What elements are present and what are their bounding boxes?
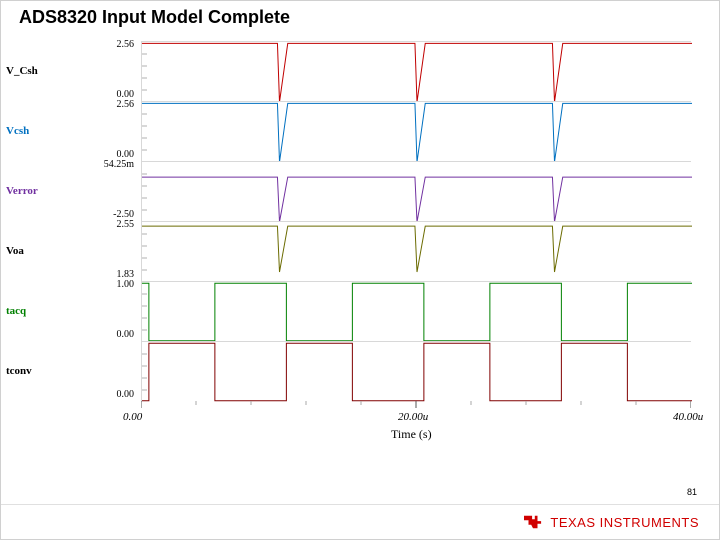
waveform-panel — [141, 161, 691, 222]
ti-chip-icon — [522, 513, 544, 531]
ytick: 1.00 — [79, 279, 134, 290]
xtick: 0.00 — [123, 411, 142, 423]
xtick: 20.00u — [398, 411, 428, 423]
panel-label: tacq — [6, 305, 26, 317]
ytick: 2.56 — [79, 99, 134, 110]
ytick: 0.00 — [79, 329, 134, 340]
ti-logo: TEXAS INSTRUMENTS — [522, 513, 699, 531]
ytick: 54.25m — [79, 159, 134, 170]
page-title: ADS8320 Input Model Complete — [19, 7, 290, 28]
panel-label: Voa — [6, 245, 24, 257]
trace — [142, 103, 692, 162]
footer: TEXAS INSTRUMENTS — [1, 504, 719, 539]
panel-svg — [142, 342, 692, 402]
waveform-plot: V_Csh2.560.00Vcsh2.560.00Verror54.25m-2.… — [61, 41, 691, 451]
panel-label: Vcsh — [6, 125, 29, 137]
panel-svg — [142, 162, 692, 222]
xaxis-label: Time (s) — [391, 427, 432, 442]
panel-label: V_Csh — [6, 65, 38, 77]
ti-brand-text: TEXAS INSTRUMENTS — [550, 515, 699, 530]
panel-label: tconv — [6, 365, 32, 377]
waveform-panel — [141, 41, 691, 102]
ytick: 2.55 — [79, 219, 134, 230]
panel-label: Verror — [6, 185, 38, 197]
trace — [142, 343, 692, 401]
panel-svg — [142, 42, 692, 102]
waveform-panel — [141, 281, 691, 342]
waveform-panel — [141, 221, 691, 282]
panel-svg — [142, 282, 692, 342]
slide: ADS8320 Input Model Complete V_Csh 2.56 0.… — [0, 0, 720, 540]
trace — [142, 283, 692, 341]
xtick: 40.00u — [673, 411, 703, 423]
trace — [142, 177, 692, 222]
page-number: 81 — [687, 487, 697, 497]
ytick: 2.56 — [79, 39, 134, 50]
panel-svg — [142, 102, 692, 162]
waveform-panel — [141, 101, 691, 162]
waveform-panel — [141, 341, 691, 402]
panel-svg — [142, 222, 692, 282]
trace — [142, 43, 692, 102]
trace — [142, 226, 692, 272]
ytick: 0.00 — [79, 389, 134, 400]
